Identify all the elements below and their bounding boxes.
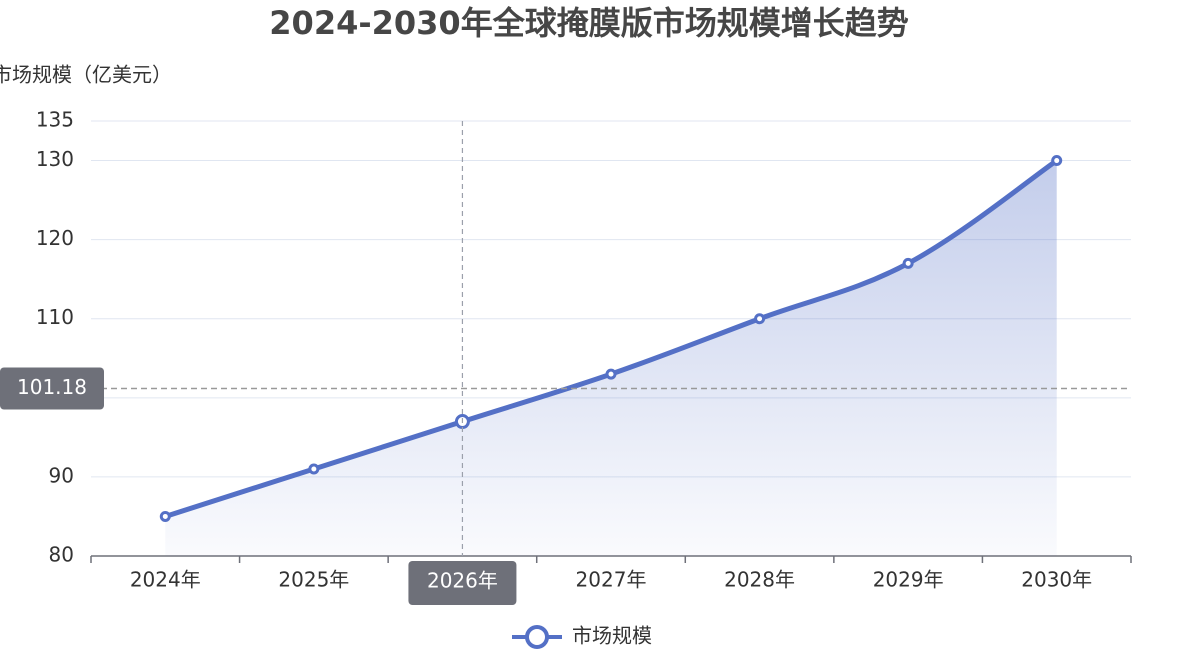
- y-tick-label: 120: [36, 226, 74, 250]
- x-tick-label: 2030年: [1021, 568, 1092, 592]
- point: [902, 257, 914, 269]
- axis-pointer-label-box: [0, 367, 104, 410]
- point: [308, 463, 320, 475]
- x-tick-label: 2028年: [724, 568, 795, 592]
- axis-pointer-x-label-box: [408, 561, 517, 605]
- y-tick-label: 80: [49, 543, 74, 567]
- point: [605, 368, 617, 380]
- y-tick-label: 135: [36, 108, 74, 132]
- point: [754, 313, 766, 325]
- y-axis-label: 市场规模（亿美元）: [0, 63, 172, 87]
- axis-pointer-label: 101.18: [17, 375, 87, 399]
- x-tick-label: 2024年: [130, 568, 201, 592]
- x-tick-label: 2025年: [278, 568, 349, 592]
- y-tick-label: 130: [36, 147, 74, 171]
- legend-label: 市场规模: [572, 624, 652, 648]
- axis-pointer-x-label: 2026年: [427, 569, 498, 593]
- y-tick-label: 110: [36, 305, 74, 329]
- area: [165, 160, 1057, 556]
- chart-title: 2024-2030年全球掩膜版市场规模增长趋势: [269, 4, 908, 42]
- point: [1051, 155, 1063, 167]
- y-tick-label: 90: [49, 463, 74, 487]
- legend-marker: [525, 625, 549, 649]
- x-tick-label: 2027年: [576, 568, 647, 592]
- point: [159, 510, 171, 522]
- x-tick-label: 2029年: [873, 568, 944, 592]
